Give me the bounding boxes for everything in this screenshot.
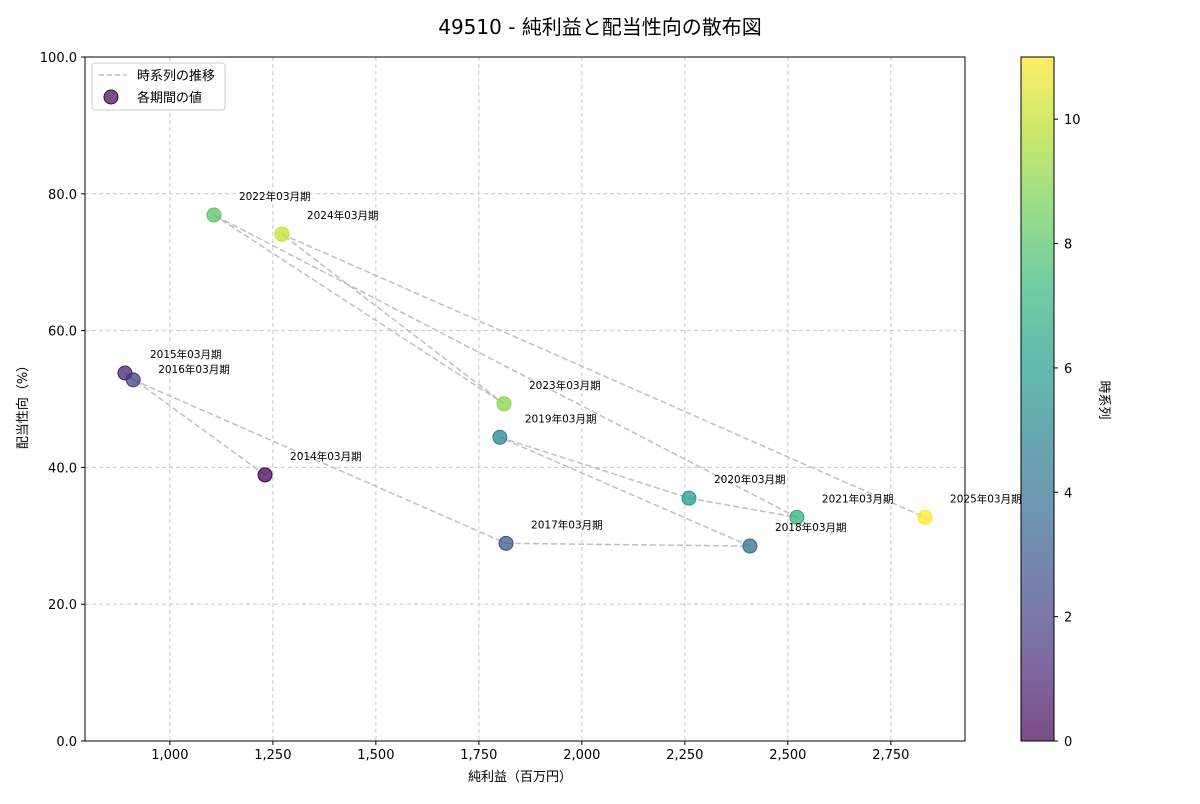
y-tick-label: 100.0 <box>40 51 77 66</box>
data-label: 2023年03月期 <box>529 379 601 392</box>
colorbar-tick-label: 2 <box>1064 611 1072 626</box>
legend-label-trend: 時系列の推移 <box>137 69 215 84</box>
y-tick-label: 40.0 <box>48 461 77 476</box>
data-label: 2016年03月期 <box>158 363 230 376</box>
trend-segment <box>281 233 505 405</box>
data-point <box>257 467 273 483</box>
data-point <box>274 226 290 242</box>
x-tick-label: 1,750 <box>460 748 497 763</box>
data-label: 2019年03月期 <box>525 412 597 425</box>
data-points <box>117 207 933 554</box>
x-axis-label: 純利益（百万円） <box>468 770 572 785</box>
x-tick-label: 1,500 <box>357 748 394 763</box>
y-tick-label: 80.0 <box>48 188 77 203</box>
data-point <box>206 207 222 223</box>
data-point <box>498 535 514 551</box>
x-tick-label: 2,750 <box>872 748 909 763</box>
trend-segment <box>213 214 798 518</box>
data-point <box>492 429 508 445</box>
trend-segment <box>281 233 926 519</box>
trend-line <box>124 214 926 547</box>
trend-segment <box>499 436 690 499</box>
colorbar-tick-label: 4 <box>1064 486 1072 501</box>
trend-segment <box>499 436 751 547</box>
trend-segment <box>132 379 507 545</box>
colorbar-tick-label: 0 <box>1064 735 1072 750</box>
y-tick-label: 20.0 <box>48 598 77 613</box>
grid <box>85 57 965 741</box>
data-label: 2020年03月期 <box>714 473 786 486</box>
y-tick-label: 0.0 <box>56 735 77 750</box>
trend-segment <box>506 542 750 547</box>
x-axis-ticks: 1,000 1,250 1,500 1,750 2,000 2,250 2,500 2,750 <box>151 741 909 763</box>
data-point <box>681 490 697 506</box>
trend-segment <box>213 214 505 405</box>
colorbar: 0 2 4 6 8 10 時系列 <box>1020 56 1111 750</box>
data-label: 2015年03月期 <box>150 348 222 361</box>
y-tick-label: 60.0 <box>48 325 77 340</box>
legend-point-swatch <box>103 89 119 105</box>
y-axis-label: 配当性向（%） <box>15 359 31 449</box>
plot-frame <box>84 56 966 742</box>
colorbar-label: 時系列 <box>1096 380 1111 419</box>
colorbar-gradient <box>1020 56 1055 742</box>
data-point <box>125 372 141 388</box>
chart-title: 49510 - 純利益と配当性向の散布図 <box>438 15 762 39</box>
trend-segment <box>124 372 266 476</box>
colorbar-tick-label: 8 <box>1064 238 1072 253</box>
data-label: 2022年03月期 <box>239 190 311 203</box>
x-tick-label: 1,250 <box>254 748 291 763</box>
y-axis-ticks: 0.0 20.0 40.0 60.0 80.0 100.0 <box>40 51 85 750</box>
point-labels: 2014年03月期 2015年03月期 2016年03月期 2017年03月期 2018… <box>150 190 1022 534</box>
data-label: 2017年03月期 <box>531 518 603 531</box>
legend-label-values: 各期間の値 <box>137 90 202 106</box>
colorbar-tick-label: 10 <box>1064 113 1081 128</box>
trend-segment <box>688 497 798 519</box>
legend: 時系列の推移 各期間の値 <box>91 62 226 111</box>
data-point <box>742 538 758 554</box>
data-label: 2024年03月期 <box>307 209 379 222</box>
data-point <box>496 396 512 412</box>
data-label: 2021年03月期 <box>822 492 894 505</box>
data-label: 2014年03月期 <box>290 450 362 463</box>
x-tick-label: 2,500 <box>769 748 806 763</box>
data-label: 2018年03月期 <box>775 521 847 534</box>
data-point <box>789 509 805 525</box>
colorbar-tick-label: 6 <box>1064 362 1072 377</box>
data-point <box>917 509 933 525</box>
data-label: 2025年03月期 <box>950 492 1022 505</box>
x-tick-label: 2,000 <box>563 748 600 763</box>
x-tick-label: 2,250 <box>666 748 703 763</box>
colorbar-ticks: 0 2 4 6 8 10 <box>1054 113 1081 750</box>
x-tick-label: 1,000 <box>151 748 188 763</box>
